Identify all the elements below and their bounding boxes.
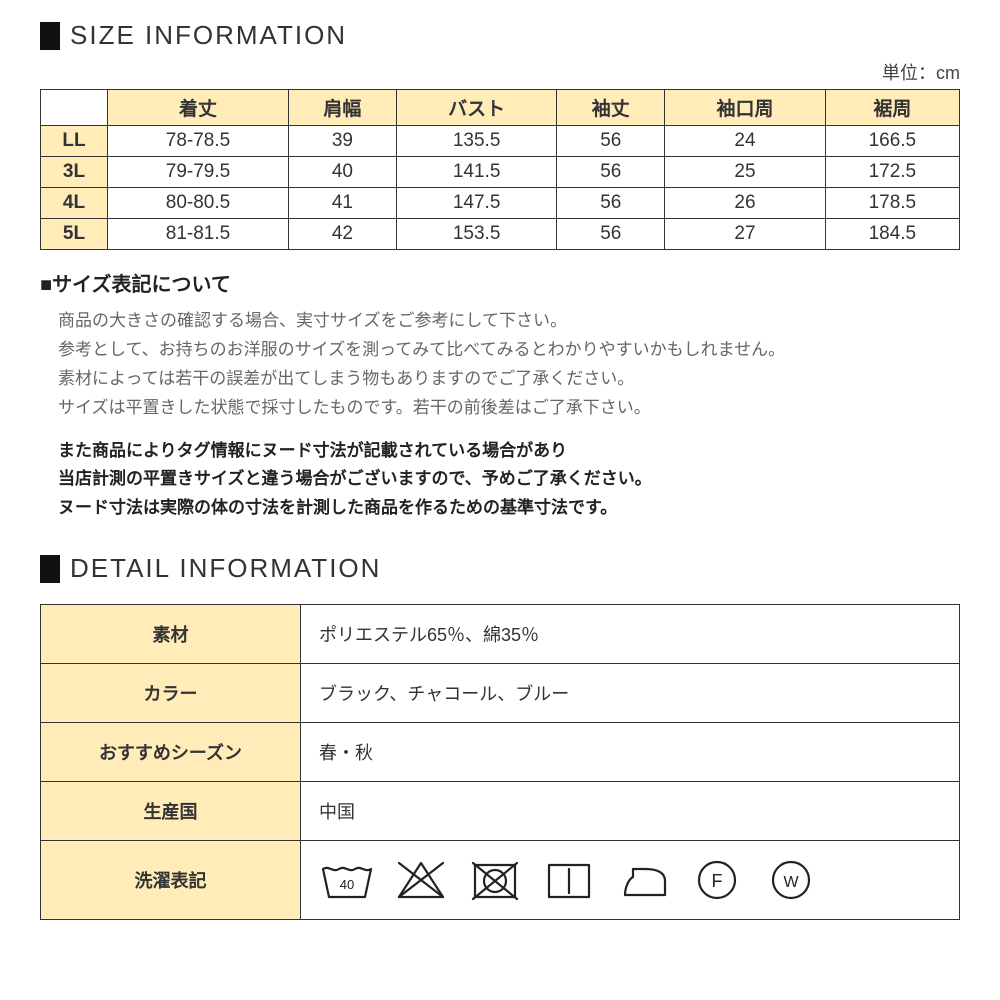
- laundry-icons-cell: [301, 841, 960, 920]
- size-cell: 178.5: [825, 188, 959, 219]
- detail-label: カラー: [41, 664, 301, 723]
- size-cell: 56: [557, 157, 665, 188]
- size-row: 5L81-81.542153.55627184.5: [41, 219, 960, 250]
- note-line: 参考として、お持ちのお洋服のサイズを測ってみて比べてみるとわかりやすいかもしれま…: [58, 336, 960, 365]
- size-cell: 172.5: [825, 157, 959, 188]
- detail-row: カラー ブラック、チャコール、ブルー: [41, 664, 960, 723]
- detail-row: 生産国 中国: [41, 782, 960, 841]
- dry-line-icon: [541, 857, 597, 903]
- detail-label-laundry: 洗濯表記: [41, 841, 301, 920]
- size-col-3: 袖丈: [557, 90, 665, 126]
- size-cell: 26: [665, 188, 825, 219]
- wetclean-w-icon: [763, 857, 819, 903]
- size-note-bold: また商品によりタグ情報にヌード寸法が記載されている場合があり当店計測の平置きサイ…: [40, 437, 960, 524]
- detail-value: 春・秋: [301, 723, 960, 782]
- size-col-5: 裾周: [825, 90, 959, 126]
- size-cell: 24: [665, 126, 825, 157]
- size-cell: 166.5: [825, 126, 959, 157]
- size-col-1: 肩幅: [288, 90, 396, 126]
- size-col-2: バスト: [396, 90, 556, 126]
- size-cell: 153.5: [396, 219, 556, 250]
- detail-table: 素材 ポリエステル65％、綿35％カラー ブラック、チャコール、ブルーおすすめシ…: [40, 604, 960, 920]
- note-line: サイズは平置きした状態で採寸したものです。若干の前後差はご了承下さい。: [58, 394, 960, 423]
- detail-row: 素材 ポリエステル65％、綿35％: [41, 605, 960, 664]
- detail-label: おすすめシーズン: [41, 723, 301, 782]
- size-row-label: LL: [41, 126, 108, 157]
- size-cell: 141.5: [396, 157, 556, 188]
- size-row-label: 3L: [41, 157, 108, 188]
- unit-label: 単位：cm: [40, 59, 960, 85]
- size-row: 4L80-80.541147.55626178.5: [41, 188, 960, 219]
- size-row: 3L79-79.540141.55625172.5: [41, 157, 960, 188]
- size-table: 着丈 肩幅 バスト 袖丈 袖口周 裾周 LL78-78.539135.55624…: [40, 89, 960, 250]
- size-col-4: 袖口周: [665, 90, 825, 126]
- size-note-title: ■サイズ表記について: [40, 268, 960, 297]
- size-cell: 147.5: [396, 188, 556, 219]
- size-cell: 56: [557, 219, 665, 250]
- size-cell: 81-81.5: [107, 219, 288, 250]
- detail-label: 生産国: [41, 782, 301, 841]
- detail-value: ブラック、チャコール、ブルー: [301, 664, 960, 723]
- size-section-title: SIZE INFORMATION: [40, 20, 960, 51]
- size-cell: 78-78.5: [107, 126, 288, 157]
- size-cell: 41: [288, 188, 396, 219]
- size-cell: 80-80.5: [107, 188, 288, 219]
- detail-label: 素材: [41, 605, 301, 664]
- iron-icon: [615, 857, 671, 903]
- detail-section-title: DETAIL INFORMATION: [40, 553, 960, 584]
- size-corner-cell: [41, 90, 108, 126]
- size-cell: 79-79.5: [107, 157, 288, 188]
- size-cell: 39: [288, 126, 396, 157]
- size-col-0: 着丈: [107, 90, 288, 126]
- detail-value: ポリエステル65％、綿35％: [301, 605, 960, 664]
- size-cell: 56: [557, 126, 665, 157]
- size-title-text: SIZE INFORMATION: [70, 20, 347, 51]
- title-block-icon: [40, 555, 60, 583]
- size-header-row: 着丈 肩幅 バスト 袖丈 袖口周 裾周: [41, 90, 960, 126]
- note-bold-line: ヌード寸法は実際の体の寸法を計測した商品を作るための基準寸法です。: [58, 494, 960, 523]
- size-cell: 135.5: [396, 126, 556, 157]
- detail-title-text: DETAIL INFORMATION: [70, 553, 381, 584]
- size-cell: 40: [288, 157, 396, 188]
- dryclean-f-icon: [689, 857, 745, 903]
- note-bold-line: また商品によりタグ情報にヌード寸法が記載されている場合があり: [58, 437, 960, 466]
- no-bleach-icon: [393, 857, 449, 903]
- size-cell: 56: [557, 188, 665, 219]
- size-cell: 25: [665, 157, 825, 188]
- wash-40-icon: [319, 857, 375, 903]
- no-tumble-icon: [467, 857, 523, 903]
- size-cell: 27: [665, 219, 825, 250]
- detail-value: 中国: [301, 782, 960, 841]
- size-row: LL78-78.539135.55624166.5: [41, 126, 960, 157]
- note-line: 素材によっては若干の誤差が出てしまう物もありますのでご了承ください。: [58, 365, 960, 394]
- size-cell: 184.5: [825, 219, 959, 250]
- size-cell: 42: [288, 219, 396, 250]
- size-note-text: 商品の大きさの確認する場合、実寸サイズをご参考にして下さい。参考として、お持ちの…: [40, 307, 960, 423]
- detail-row: おすすめシーズン 春・秋: [41, 723, 960, 782]
- note-bold-line: 当店計測の平置きサイズと違う場合がございますので、予めご了承ください。: [58, 465, 960, 494]
- title-block-icon: [40, 22, 60, 50]
- note-line: 商品の大きさの確認する場合、実寸サイズをご参考にして下さい。: [58, 307, 960, 336]
- detail-row-laundry: 洗濯表記: [41, 841, 960, 920]
- size-row-label: 4L: [41, 188, 108, 219]
- size-row-label: 5L: [41, 219, 108, 250]
